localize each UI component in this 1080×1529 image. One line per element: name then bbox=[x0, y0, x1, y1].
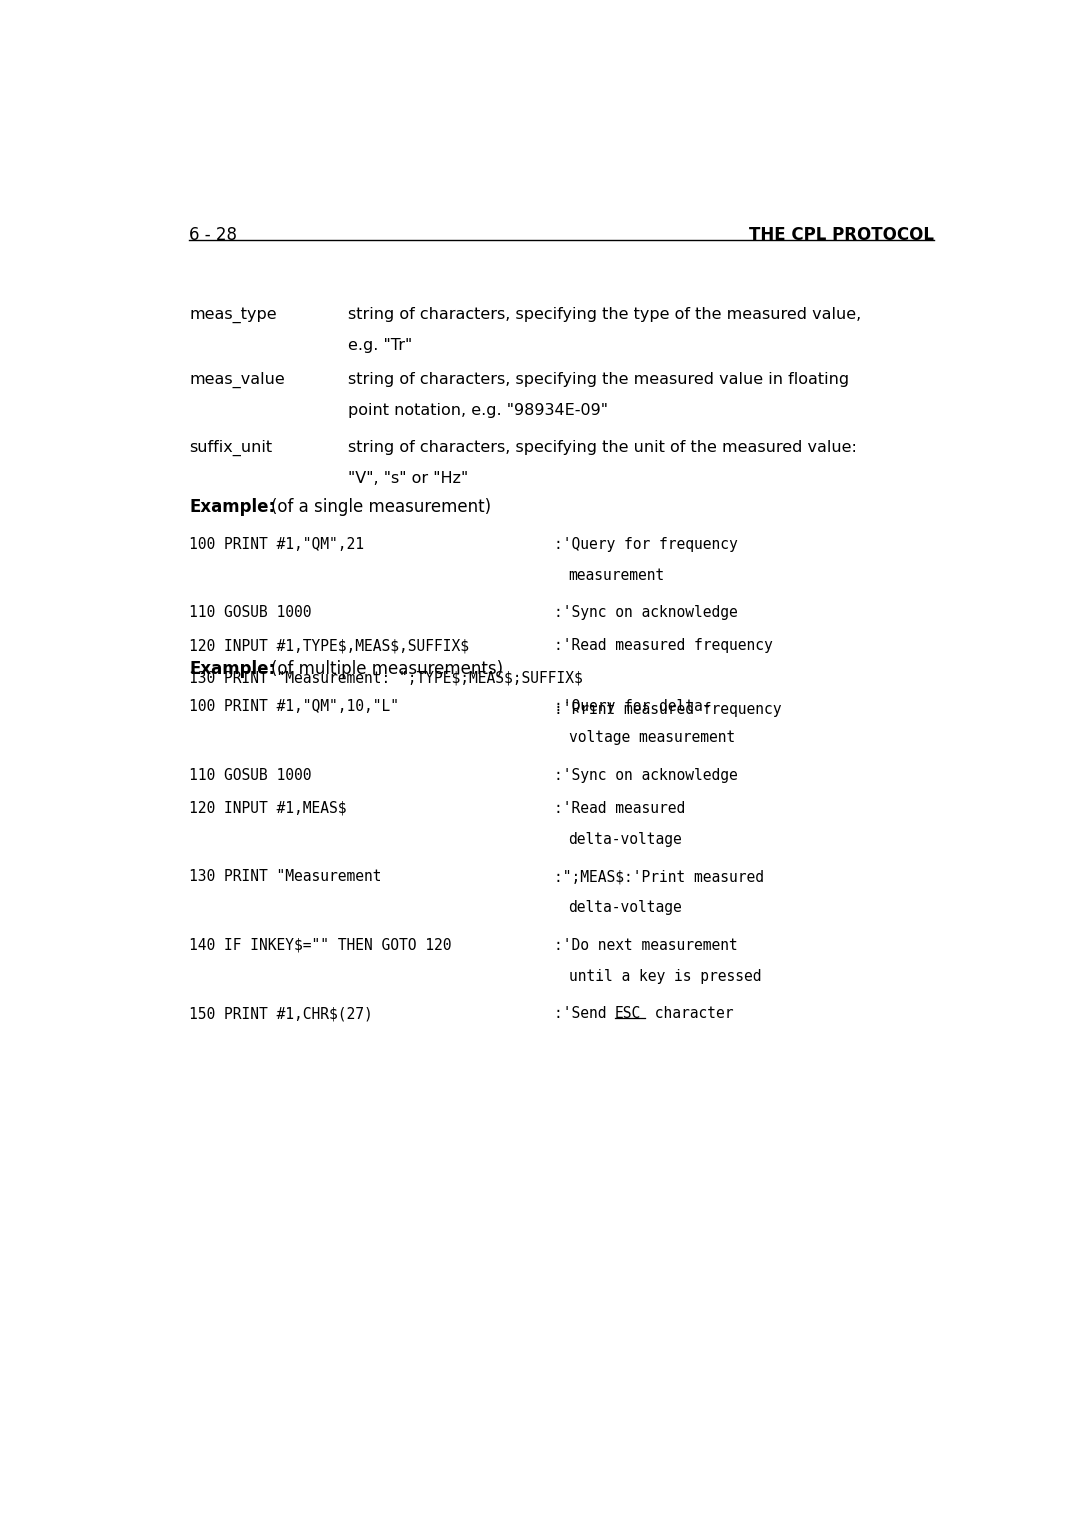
Text: (of multiple measurements): (of multiple measurements) bbox=[271, 661, 503, 679]
Text: :'Query for frequency: :'Query for frequency bbox=[554, 537, 738, 552]
Text: measurement: measurement bbox=[568, 567, 665, 583]
Text: :'Do next measurement: :'Do next measurement bbox=[554, 937, 738, 953]
Text: Example:: Example: bbox=[189, 498, 275, 515]
Text: voltage measurement: voltage measurement bbox=[568, 731, 734, 745]
Text: 100 PRINT #1,"QM",21: 100 PRINT #1,"QM",21 bbox=[189, 537, 364, 552]
Text: :'Print measured frequency: :'Print measured frequency bbox=[554, 702, 781, 717]
Text: string of characters, specifying the unit of the measured value:: string of characters, specifying the uni… bbox=[349, 440, 858, 456]
Text: 120 INPUT #1,MEAS$: 120 INPUT #1,MEAS$ bbox=[189, 801, 347, 815]
Text: string of characters, specifying the type of the measured value,: string of characters, specifying the typ… bbox=[349, 307, 862, 323]
Text: character: character bbox=[646, 1006, 733, 1021]
Text: ESC: ESC bbox=[615, 1006, 640, 1021]
Text: suffix_unit: suffix_unit bbox=[189, 440, 272, 456]
Text: string of characters, specifying the measured value in floating: string of characters, specifying the mea… bbox=[349, 372, 850, 387]
Text: :'Read measured frequency: :'Read measured frequency bbox=[554, 638, 772, 653]
Text: 150 PRINT #1,CHR$(27): 150 PRINT #1,CHR$(27) bbox=[189, 1006, 374, 1021]
Text: e.g. "Tr": e.g. "Tr" bbox=[349, 338, 413, 353]
Text: meas_value: meas_value bbox=[189, 372, 285, 388]
Text: :";MEAS$:'Print measured: :";MEAS$:'Print measured bbox=[554, 868, 764, 884]
Text: 110 GOSUB 1000: 110 GOSUB 1000 bbox=[189, 605, 312, 621]
Text: :'Sync on acknowledge: :'Sync on acknowledge bbox=[554, 768, 738, 783]
Text: delta-voltage: delta-voltage bbox=[568, 832, 683, 847]
Text: until a key is pressed: until a key is pressed bbox=[568, 969, 761, 985]
Text: 130 PRINT "Measurement: 130 PRINT "Measurement bbox=[189, 868, 382, 884]
Text: delta-voltage: delta-voltage bbox=[568, 901, 683, 916]
Text: (of a single measurement): (of a single measurement) bbox=[271, 498, 491, 515]
Text: :'Query for delta-: :'Query for delta- bbox=[554, 699, 711, 714]
Text: Example:: Example: bbox=[189, 661, 275, 679]
Text: :'Sync on acknowledge: :'Sync on acknowledge bbox=[554, 605, 738, 621]
Text: 120 INPUT #1,TYPE$,MEAS$,SUFFIX$: 120 INPUT #1,TYPE$,MEAS$,SUFFIX$ bbox=[189, 638, 470, 653]
Text: 6 - 28: 6 - 28 bbox=[189, 226, 238, 243]
Text: 130 PRINT "Measurement: ";TYPE$;MEAS$;SUFFIX$: 130 PRINT "Measurement: ";TYPE$;MEAS$;SU… bbox=[189, 671, 583, 687]
Text: :'Read measured: :'Read measured bbox=[554, 801, 685, 815]
Text: :'Send: :'Send bbox=[554, 1006, 615, 1021]
Text: 140 IF INKEY$="" THEN GOTO 120: 140 IF INKEY$="" THEN GOTO 120 bbox=[189, 937, 451, 953]
Text: meas_type: meas_type bbox=[189, 307, 278, 323]
Text: 110 GOSUB 1000: 110 GOSUB 1000 bbox=[189, 768, 312, 783]
Text: point notation, e.g. "98934E-09": point notation, e.g. "98934E-09" bbox=[349, 404, 608, 417]
Text: 100 PRINT #1,"QM",10,"L": 100 PRINT #1,"QM",10,"L" bbox=[189, 699, 400, 714]
Text: "V", "s" or "Hz": "V", "s" or "Hz" bbox=[349, 471, 469, 486]
Text: THE CPL PROTOCOL: THE CPL PROTOCOL bbox=[750, 226, 934, 243]
